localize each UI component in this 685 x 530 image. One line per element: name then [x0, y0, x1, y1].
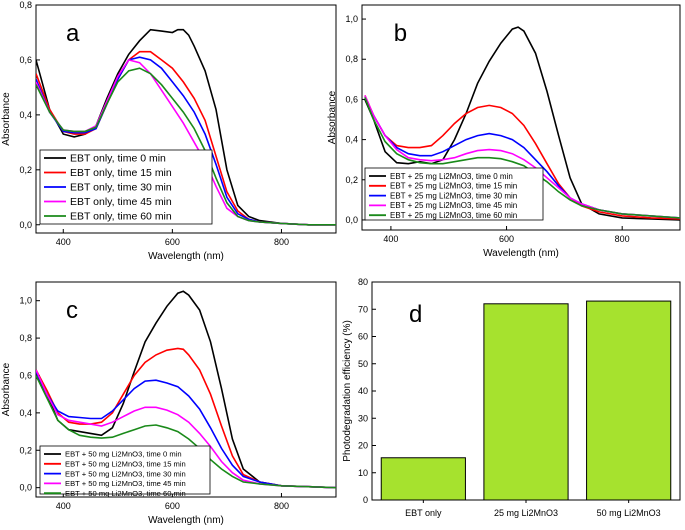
- y-tick-label: 0,2: [19, 165, 32, 175]
- legend: EBT only, time 0 min EBT only, time 15 mi…: [39, 149, 213, 225]
- legend-entry-5: EBT + 25 mg Li2MnO3, time 60 min: [390, 211, 517, 220]
- y-tick-label: 20: [358, 441, 368, 451]
- y-tick-label: 0,8: [345, 54, 358, 64]
- y-tick-label: 10: [358, 468, 368, 478]
- series-line-5: [36, 67, 336, 226]
- panel-label: a: [66, 20, 80, 47]
- legend-box: [39, 149, 213, 225]
- y-tick-label: 0,8: [19, 333, 32, 343]
- legend-entry-4: EBT + 25 mg Li2MnO3, time 45 min: [390, 201, 517, 210]
- plot-frame: [35, 4, 337, 234]
- series-line-3: [36, 371, 336, 489]
- y-axis-label: Absorbance: [1, 362, 12, 416]
- y-tick-label: 70: [358, 304, 368, 314]
- plot-frame: [35, 281, 337, 498]
- y-tick-label: 60: [358, 332, 368, 342]
- legend-entry-5: EBT + 50 mg Li2MnO3, time 60 min: [65, 489, 186, 498]
- x-tick-label: 400: [56, 237, 71, 247]
- bar-1: [380, 457, 466, 501]
- panel-label: d: [409, 301, 422, 328]
- x-tick-label: 600: [165, 501, 180, 511]
- legend-box: [364, 167, 544, 221]
- series-line-3: [36, 56, 336, 226]
- legend-entry-1: EBT + 25 mg Li2MnO3, time 0 min: [390, 172, 513, 181]
- y-tick-label: 0,0: [345, 215, 358, 225]
- legend-entry-5: EBT only, time 60 min: [70, 211, 172, 223]
- y-tick-label: 0,4: [345, 135, 358, 145]
- legend-entry-1: EBT + 50 mg Li2MnO3, time 0 min: [65, 450, 182, 459]
- legend-box: [39, 445, 211, 495]
- series-line-5: [36, 375, 336, 489]
- panel-c: 400 600 800 0,0 0,2 0,4 0,6 0,8 1,0 Wavelength (n…: [1, 281, 337, 526]
- series-line-2: [36, 347, 336, 489]
- y-tick-label: 1,0: [19, 296, 32, 306]
- legend-entry-1: EBT only, time 0 min: [70, 153, 166, 165]
- plot-frame: [361, 4, 681, 231]
- x-tick-label: 800: [274, 237, 289, 247]
- y-tick-label: 30: [358, 413, 368, 423]
- y-tick-label: 0,2: [19, 445, 32, 455]
- x-tick-label: 400: [56, 501, 71, 511]
- legend-entry-2: EBT only, time 15 min: [70, 167, 172, 179]
- x-tick-label: 600: [165, 237, 180, 247]
- y-tick-label: 0,2: [345, 175, 358, 185]
- y-axis-label: Absorbance: [1, 92, 12, 146]
- legend-entry-3: EBT + 50 mg Li2MnO3, time 30 min: [65, 469, 186, 478]
- legend-entry-4: EBT only, time 45 min: [70, 196, 172, 208]
- x-tick-label: 600: [499, 234, 514, 244]
- y-tick-label: 0,4: [19, 110, 32, 120]
- x-axis-label: Wavelength (nm): [148, 251, 224, 262]
- y-tick-label: 50: [358, 359, 368, 369]
- legend-entry-4: EBT + 50 mg Li2MnO3, time 45 min: [65, 479, 186, 488]
- y-tick-label: 0,6: [19, 55, 32, 65]
- y-tick-label: 0,6: [345, 94, 358, 104]
- y-axis-label: Photodegradation efficiency (%): [342, 320, 353, 462]
- series-line-1: [36, 290, 336, 489]
- series-line-4: [364, 95, 680, 219]
- y-tick-label: 0,6: [19, 370, 32, 380]
- y-tick-label: 0,0: [19, 483, 32, 493]
- y-axis-label: Absorbance: [327, 90, 338, 144]
- category-label: 50 mg Li2MnO3: [597, 508, 661, 518]
- bar-3: [586, 300, 672, 501]
- category-label: EBT only: [405, 508, 442, 518]
- series-line-5: [364, 97, 680, 219]
- panel-a: 400 600 800 0,0 0,2 0,4 0,6 0,8 Wavelength (nm) A…: [1, 0, 337, 262]
- panel-b: 400 600 800 0,0 0,2 0,4 0,6 0,8 1,0 Wavelength (n…: [327, 4, 681, 259]
- panel-d: 0 10 20 30 40 50 60 70 80 Photodegradation effici…: [342, 277, 681, 518]
- x-tick-label: 800: [274, 501, 289, 511]
- panel-label: c: [66, 297, 78, 324]
- series-line-4: [36, 369, 336, 489]
- legend-entry-3: EBT + 25 mg Li2MnO3, time 30 min: [390, 191, 517, 200]
- x-tick-label: 400: [383, 234, 398, 244]
- y-tick-label: 0: [363, 495, 368, 505]
- legend-entry-2: EBT + 25 mg Li2MnO3, time 15 min: [390, 182, 517, 191]
- y-tick-label: 80: [358, 277, 368, 287]
- panel-label: b: [394, 20, 407, 47]
- y-tick-label: 40: [358, 386, 368, 396]
- x-axis-label: Wavelength (nm): [148, 515, 224, 526]
- x-tick-label: 800: [615, 234, 630, 244]
- y-tick-label: 0,0: [19, 220, 32, 230]
- bar-2: [483, 303, 569, 501]
- category-label: 25 mg Li2MnO3: [494, 508, 558, 518]
- y-tick-label: 0,4: [19, 408, 32, 418]
- legend-entry-2: EBT + 50 mg Li2MnO3, time 15 min: [65, 459, 186, 468]
- x-axis-label: Wavelength (nm): [483, 248, 559, 259]
- y-tick-label: 0,8: [19, 0, 32, 10]
- y-tick-label: 1,0: [345, 14, 358, 24]
- legend-entry-3: EBT only, time 30 min: [70, 182, 172, 194]
